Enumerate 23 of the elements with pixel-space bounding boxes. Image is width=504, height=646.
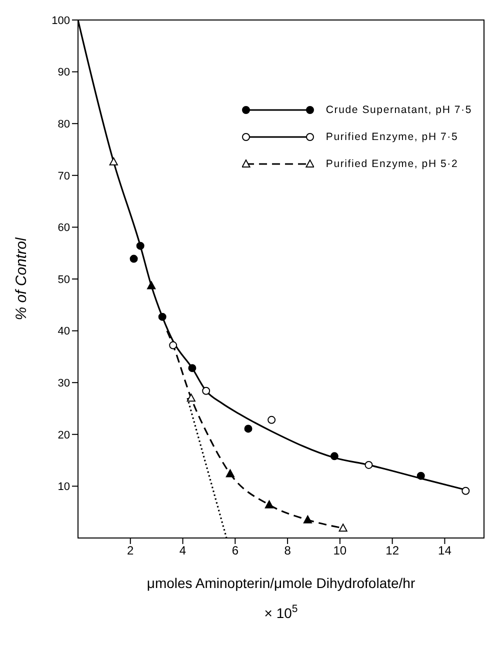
y-axis-title: % of Control [13, 237, 30, 320]
y-tick-label: 20 [58, 429, 70, 442]
y-tick-label: 10 [58, 481, 70, 494]
x-tick-label: 2 [127, 544, 134, 558]
x-axis-title: μmoles Aminopterin/μmole Dihydrofolate/hr [146, 575, 416, 591]
text: × 10$^{5}$ [264, 603, 298, 621]
y-tick-label: 60 [58, 222, 70, 234]
x-tick-label: 4 [179, 544, 186, 558]
y-tick-label: 50 [58, 274, 70, 286]
x-tick-label: 6 [232, 544, 239, 558]
y-tick-label: 100 [52, 14, 70, 27]
y-tick-label: 90 [58, 66, 70, 79]
x-tick-label: 12 [386, 544, 400, 558]
legend-label: Crude Supernatant, pH 7·5 [326, 104, 472, 116]
legend-label: Purified Enzyme, pH 7·5 [326, 130, 458, 142]
y-tick-label: 80 [58, 118, 70, 131]
y-tick-label: 30 [58, 378, 70, 390]
y-tick-label: 70 [58, 170, 70, 182]
x-tick-label: 8 [284, 544, 292, 558]
x-tick-label: 14 [438, 544, 452, 558]
y-tick-label: 40 [58, 326, 70, 338]
x-tick-label: 10 [333, 544, 347, 558]
legend-label: Purified Enzyme, pH 5·2 [326, 158, 458, 170]
